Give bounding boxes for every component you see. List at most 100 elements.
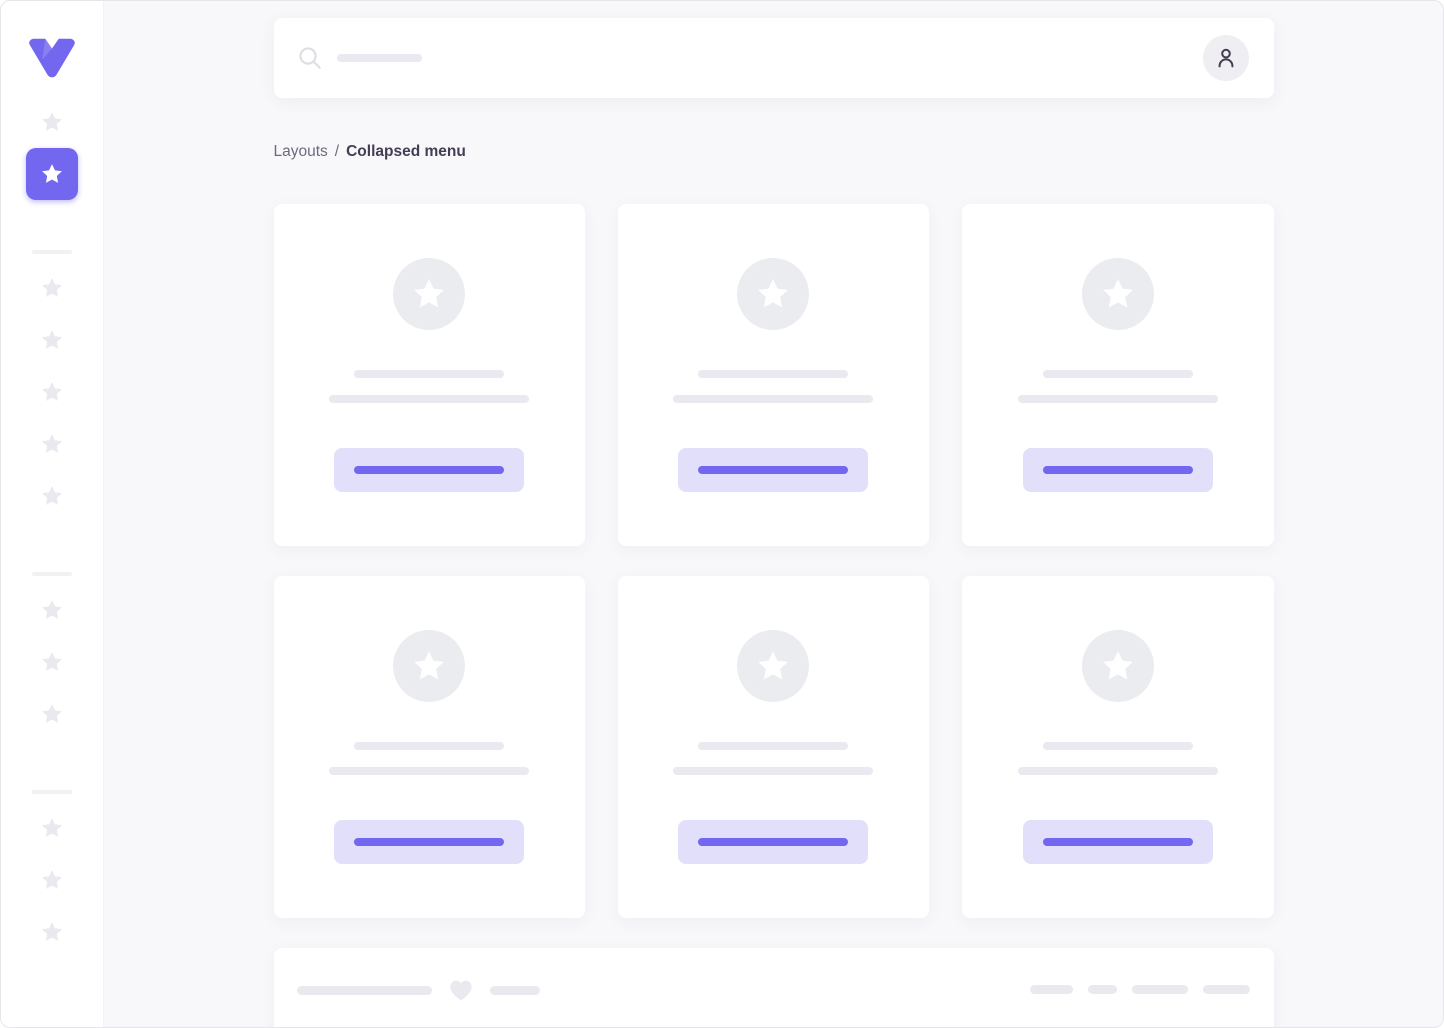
star-icon (42, 704, 62, 723)
placeholder-card (962, 204, 1274, 546)
card-skeleton-line (698, 370, 849, 378)
footer-skeleton-line (489, 985, 540, 995)
star-icon (42, 330, 62, 349)
placeholder-card (617, 204, 930, 546)
sidebar-item[interactable] (26, 366, 78, 418)
footer-left (296, 977, 540, 1003)
star-icon (1103, 279, 1133, 308)
footer-link-pill (1202, 985, 1250, 994)
placeholder-card (962, 576, 1274, 918)
card-skeleton-line (329, 395, 530, 403)
star-icon (758, 651, 789, 680)
content-column: Layouts / Collapsed menu (273, 1, 1274, 1027)
card-skeleton-line (673, 767, 874, 775)
sidebar-item[interactable] (26, 418, 78, 470)
star-icon (42, 434, 62, 453)
card-skeleton-line (1042, 370, 1193, 378)
button-label-placeholder (1042, 838, 1193, 846)
card-avatar-circle (1081, 258, 1154, 330)
card-avatar-circle (393, 258, 466, 330)
star-icon (42, 870, 62, 889)
card-skeleton-line (1017, 395, 1218, 403)
card-avatar-circle (1081, 630, 1154, 702)
card-action-button[interactable] (1022, 448, 1213, 492)
placeholder-card (273, 576, 585, 918)
button-label-placeholder (354, 466, 505, 474)
sidebar-item[interactable] (26, 470, 78, 522)
star-icon (42, 164, 62, 183)
sidebar-group (26, 584, 78, 740)
sidebar-item[interactable] (26, 906, 78, 958)
placeholder-card (617, 576, 930, 918)
search-input[interactable] (297, 45, 1203, 71)
sidebar-group (26, 802, 78, 958)
card-action-button[interactable] (678, 448, 869, 492)
card-skeleton-line (698, 742, 849, 750)
vuexy-logo-icon (29, 38, 75, 78)
card-action-button[interactable] (334, 448, 525, 492)
sidebar-item[interactable] (26, 802, 78, 854)
star-icon (42, 486, 62, 505)
button-label-placeholder (698, 466, 849, 474)
main-content: Layouts / Collapsed menu (104, 1, 1443, 1027)
sidebar-divider (32, 790, 72, 794)
card-skeleton-line (1017, 767, 1218, 775)
user-icon (1218, 48, 1233, 68)
card-skeleton-line (329, 767, 530, 775)
sidebar-item[interactable] (26, 636, 78, 688)
sidebar-item[interactable] (26, 96, 78, 148)
breadcrumb-link-layouts[interactable]: Layouts (273, 143, 328, 160)
sidebar-item[interactable] (26, 688, 78, 740)
star-icon (414, 279, 444, 308)
footer-bar (273, 948, 1274, 1027)
card-avatar-circle (737, 630, 810, 702)
star-icon (758, 279, 789, 308)
sidebar-group (26, 262, 78, 522)
card-skeleton-line (673, 395, 874, 403)
card-skeleton-line (354, 742, 505, 750)
card-skeleton-line (354, 370, 505, 378)
placeholder-card (273, 204, 585, 546)
button-label-placeholder (354, 838, 505, 846)
star-icon (1103, 651, 1133, 680)
footer-link-pill (1087, 985, 1117, 994)
user-avatar-button[interactable] (1202, 35, 1249, 81)
button-label-placeholder (698, 838, 849, 846)
footer-link-pill (1131, 985, 1188, 994)
star-icon (42, 600, 62, 619)
card-skeleton-line (1042, 742, 1193, 750)
star-icon (42, 382, 62, 401)
button-label-placeholder (1042, 466, 1193, 474)
star-icon (42, 112, 62, 131)
star-icon (42, 818, 62, 837)
breadcrumb-current: Collapsed menu (346, 143, 466, 160)
card-avatar-circle (393, 630, 466, 702)
sidebar-item[interactable] (26, 584, 78, 636)
footer-skeleton-line (296, 985, 432, 995)
search-icon (298, 47, 321, 69)
star-icon (42, 278, 62, 297)
footer-link-pill (1029, 985, 1073, 994)
card-action-button[interactable] (678, 820, 869, 864)
sidebar-divider (32, 250, 72, 254)
sidebar-item-active[interactable] (26, 148, 78, 200)
star-icon (42, 652, 62, 671)
card-avatar-circle (737, 258, 810, 330)
sidebar-item[interactable] (26, 314, 78, 366)
card-grid (273, 204, 1274, 918)
star-icon (42, 922, 62, 941)
card-action-button[interactable] (1022, 820, 1213, 864)
breadcrumb-separator: / (334, 143, 340, 160)
collapsed-sidebar (1, 1, 104, 1027)
app-logo[interactable] (28, 38, 76, 80)
sidebar-nav (26, 96, 78, 958)
breadcrumb: Layouts / Collapsed menu (274, 142, 1274, 162)
star-icon (414, 651, 444, 680)
sidebar-item[interactable] (26, 854, 78, 906)
heart-icon (449, 980, 472, 1001)
footer-links (1029, 985, 1250, 994)
card-action-button[interactable] (334, 820, 525, 864)
sidebar-item[interactable] (26, 262, 78, 314)
search-placeholder-line (336, 54, 422, 62)
top-navbar (273, 18, 1274, 98)
